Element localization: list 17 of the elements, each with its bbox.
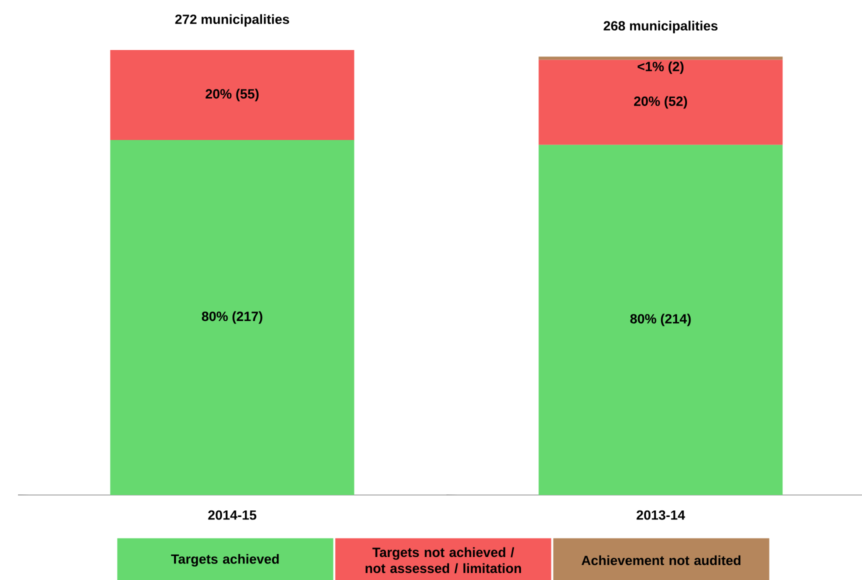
data-label: <1% (2) [638, 61, 684, 74]
x-tick-label: 2014-15 [208, 510, 256, 520]
text: Targets achieved [171, 554, 279, 566]
text: Targets not achieved / not assessed / limitation [366, 547, 521, 574]
bar [110, 140, 354, 495]
bar [538, 144, 783, 495]
x-tick-label: 2013-14 [636, 510, 686, 520]
bar [538, 60, 783, 145]
total-label: 272 municipalities [175, 14, 290, 27]
bar [110, 50, 354, 140]
text: Achievement not audited [582, 555, 740, 566]
total-label: 268 municipalities [604, 20, 718, 34]
data-label: 80% (217) [202, 311, 262, 324]
bar [538, 56, 783, 60]
data-label: 80% (214) [630, 314, 691, 326]
data-label: 20% (52) [634, 96, 688, 109]
data-label: 20% (55) [206, 88, 259, 102]
